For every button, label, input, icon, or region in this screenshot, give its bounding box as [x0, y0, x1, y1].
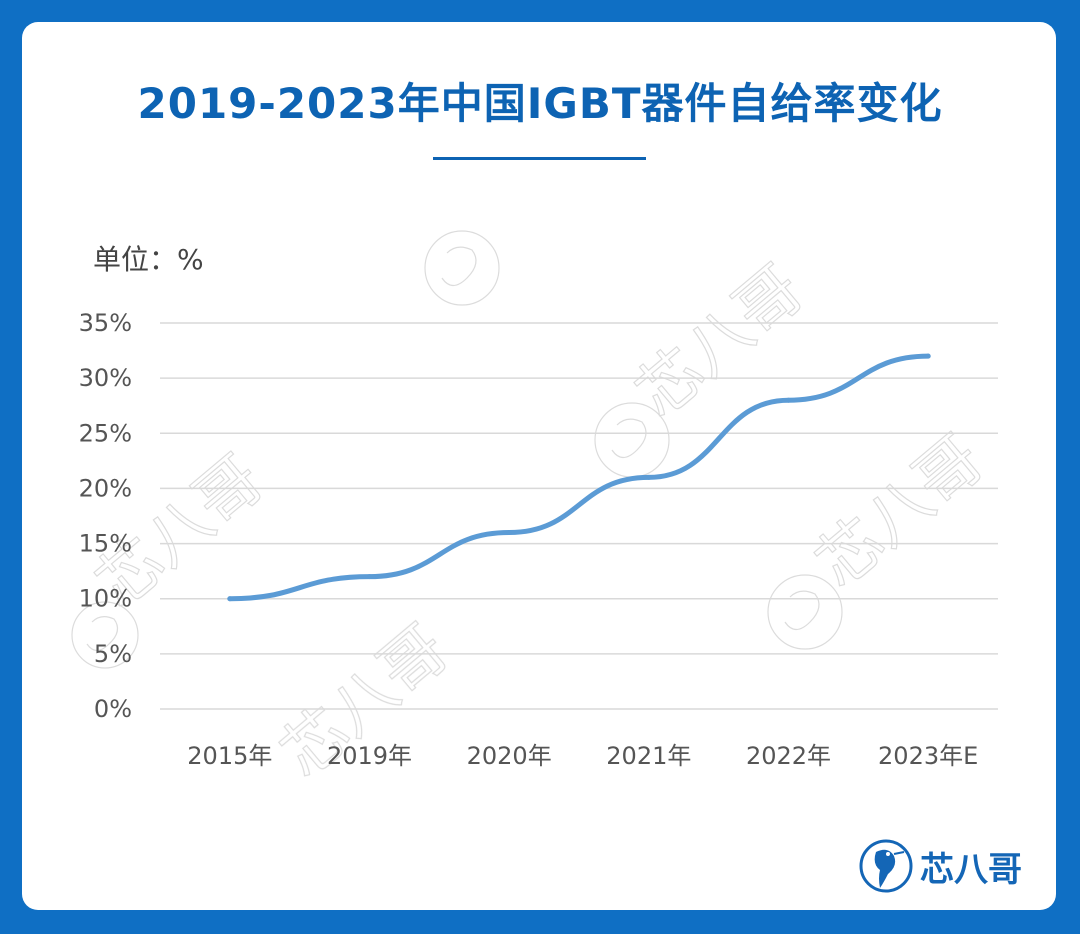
watermark-logo-1 [424, 230, 500, 306]
x-axis-ticks: 2015年 2019年 2020年 2021年 2022年 2023年E [187, 742, 978, 770]
data-point [786, 397, 791, 403]
data-point [227, 596, 233, 602]
grid-layer [160, 322, 998, 710]
x-tick-label: 2020年 [467, 742, 552, 770]
kingfisher-logo-icon [859, 839, 913, 893]
data-point [367, 574, 372, 580]
series-layer [227, 353, 931, 602]
y-tick-label: 10% [79, 585, 132, 613]
series-line-0 [227, 353, 931, 602]
y-tick-label: 20% [79, 474, 132, 502]
y-tick-label: 25% [79, 419, 132, 447]
watermark-text-1: 芯八哥 [623, 252, 818, 432]
data-point [506, 530, 512, 536]
watermark-logo-3 [767, 574, 843, 650]
watermark-logo-4 [71, 601, 139, 669]
x-tick-label: 2019年 [327, 742, 412, 770]
unit-label: 单位：% [93, 243, 204, 276]
x-tick-label: 2022年 [746, 742, 831, 770]
chart-card [22, 22, 1056, 910]
watermark-layer: 芯八哥 芯八哥 芯八哥 芯八哥 [71, 230, 998, 793]
data-point [925, 353, 931, 359]
brand-logo: 芯八哥 [858, 838, 1022, 894]
y-tick-label: 15% [79, 530, 132, 558]
y-tick-label: 0% [94, 695, 132, 723]
x-tick-label: 2015年 [187, 742, 272, 770]
x-tick-label: 2021年 [606, 742, 691, 770]
y-tick-label: 5% [94, 640, 132, 668]
watermark-text-2: 芯八哥 [803, 422, 998, 602]
y-tick-label: 35% [79, 309, 132, 337]
title-underline [433, 157, 646, 160]
brand-text: 芯八哥 [920, 849, 1022, 890]
x-tick-label: 2023年E [878, 742, 978, 770]
y-tick-label: 30% [79, 364, 132, 392]
y-axis-ticks: 0% 5% 10% 15% 20% 25% 30% 35% [79, 309, 132, 723]
page-title: 2019-2023年中国IGBT器件自给率变化 [137, 79, 943, 128]
data-point [646, 474, 652, 480]
